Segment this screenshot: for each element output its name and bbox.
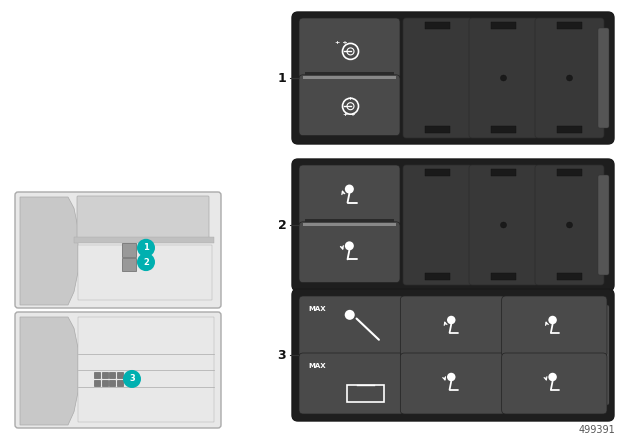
- FancyBboxPatch shape: [299, 222, 400, 283]
- FancyBboxPatch shape: [403, 18, 472, 138]
- Circle shape: [345, 241, 354, 250]
- FancyBboxPatch shape: [299, 165, 400, 226]
- Bar: [491, 126, 516, 133]
- Bar: [122, 258, 136, 271]
- FancyBboxPatch shape: [401, 353, 506, 414]
- FancyBboxPatch shape: [502, 296, 607, 357]
- Bar: [557, 273, 582, 280]
- FancyBboxPatch shape: [292, 289, 614, 421]
- FancyBboxPatch shape: [77, 196, 209, 240]
- Bar: [102, 380, 108, 386]
- Bar: [491, 169, 516, 176]
- Bar: [557, 169, 582, 176]
- FancyBboxPatch shape: [598, 175, 609, 275]
- Text: 499391: 499391: [579, 425, 615, 435]
- FancyBboxPatch shape: [535, 165, 604, 285]
- Bar: [109, 372, 115, 378]
- Circle shape: [500, 222, 506, 228]
- Bar: [305, 72, 394, 75]
- Bar: [425, 273, 450, 280]
- Bar: [78, 245, 212, 300]
- FancyBboxPatch shape: [598, 28, 609, 128]
- Bar: [425, 22, 450, 29]
- Text: 2: 2: [143, 258, 149, 267]
- Text: MAX: MAX: [308, 306, 326, 312]
- Bar: [74, 237, 214, 243]
- FancyBboxPatch shape: [469, 165, 538, 285]
- Circle shape: [447, 316, 456, 324]
- FancyBboxPatch shape: [598, 305, 609, 405]
- FancyBboxPatch shape: [502, 353, 607, 414]
- Polygon shape: [20, 197, 78, 305]
- Circle shape: [123, 370, 141, 388]
- Bar: [78, 317, 214, 422]
- Bar: [102, 372, 108, 378]
- Circle shape: [447, 373, 456, 381]
- Circle shape: [548, 373, 557, 381]
- FancyBboxPatch shape: [403, 165, 472, 285]
- FancyBboxPatch shape: [299, 296, 404, 357]
- Bar: [303, 223, 396, 226]
- Bar: [109, 380, 115, 386]
- Text: 2: 2: [278, 219, 286, 232]
- Bar: [491, 22, 516, 29]
- Bar: [425, 169, 450, 176]
- Circle shape: [566, 75, 573, 81]
- Bar: [305, 219, 394, 222]
- FancyBboxPatch shape: [299, 353, 404, 414]
- Text: MAX: MAX: [308, 363, 326, 369]
- Text: 3: 3: [278, 349, 286, 362]
- FancyBboxPatch shape: [401, 296, 506, 357]
- Circle shape: [548, 316, 557, 324]
- FancyBboxPatch shape: [15, 192, 221, 308]
- FancyBboxPatch shape: [535, 18, 604, 138]
- FancyBboxPatch shape: [292, 12, 614, 144]
- FancyBboxPatch shape: [299, 18, 400, 79]
- Bar: [425, 126, 450, 133]
- Bar: [491, 273, 516, 280]
- Bar: [116, 380, 122, 386]
- Text: + +: + +: [343, 112, 356, 116]
- FancyBboxPatch shape: [469, 18, 538, 138]
- FancyBboxPatch shape: [15, 312, 221, 428]
- Text: +: +: [347, 96, 352, 101]
- FancyBboxPatch shape: [292, 159, 614, 291]
- Text: 3: 3: [129, 375, 135, 383]
- Text: 1: 1: [143, 243, 149, 252]
- Circle shape: [345, 310, 355, 320]
- Bar: [557, 22, 582, 29]
- FancyBboxPatch shape: [299, 75, 400, 136]
- Circle shape: [500, 75, 506, 81]
- Circle shape: [137, 253, 155, 271]
- Bar: [116, 372, 122, 378]
- Circle shape: [345, 185, 354, 194]
- Circle shape: [566, 222, 573, 228]
- Polygon shape: [20, 317, 78, 425]
- Bar: [122, 243, 136, 257]
- Text: + +: + +: [335, 40, 348, 45]
- Bar: [557, 126, 582, 133]
- Text: 1: 1: [278, 72, 286, 85]
- Bar: [94, 380, 100, 386]
- Bar: [94, 372, 100, 378]
- Bar: [303, 76, 396, 79]
- Bar: [347, 384, 384, 401]
- Circle shape: [137, 239, 155, 257]
